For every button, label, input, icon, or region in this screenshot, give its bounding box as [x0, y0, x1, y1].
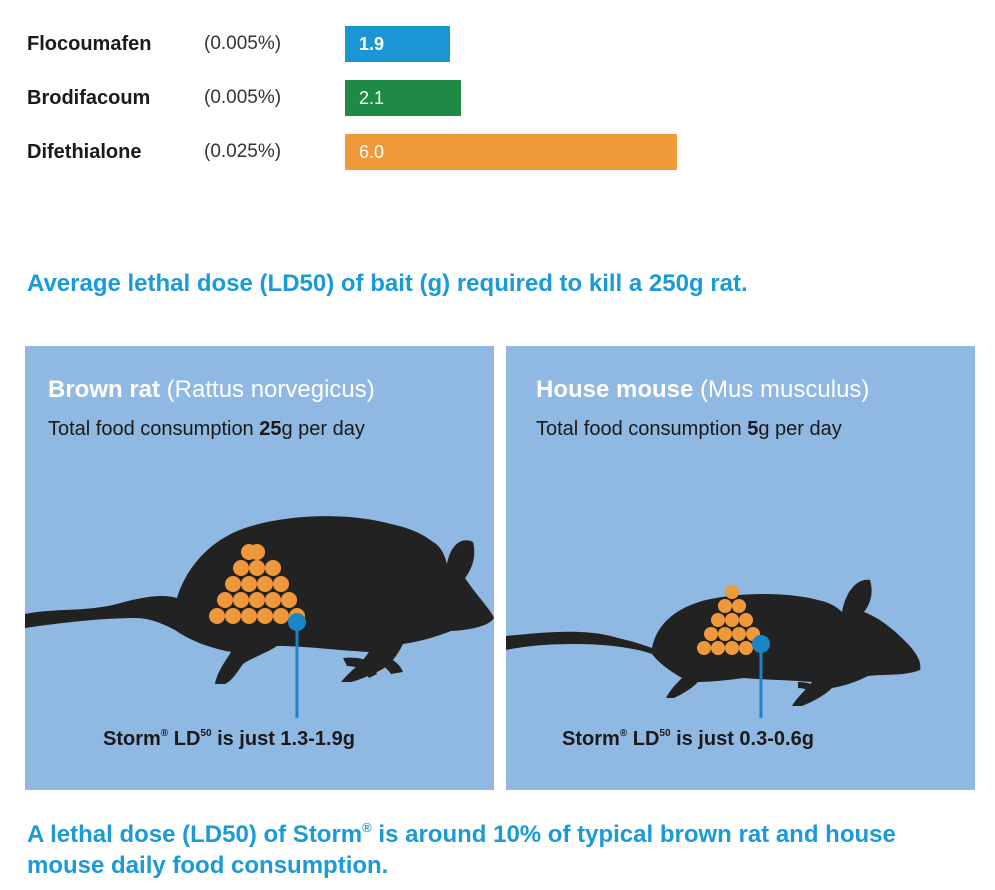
registered-mark: ® — [362, 820, 372, 835]
house-mouse-panel: House mouse (Mus musculus) Total food co… — [506, 346, 975, 790]
footer-note: A lethal dose (LD50) of Storm® is around… — [27, 812, 967, 881]
bar-brodifacoum: 2.1 — [345, 80, 461, 116]
footer-text-part1: A lethal dose (LD50) of Storm — [27, 821, 363, 848]
consumption-prefix: Total food consumption — [536, 418, 748, 440]
bar-concentration-label: (0.005%) — [204, 33, 282, 54]
bar-row-brodifacoum: Brodifacoum (0.005%) 2.1 — [0, 80, 700, 116]
species-name: House mouse — [536, 376, 694, 403]
species-scientific-name: (Rattus norvegicus) — [160, 376, 375, 403]
storm-brand: Storm — [562, 728, 620, 750]
consumption-suffix: g per day — [758, 418, 842, 440]
ld-superscript: 50 — [659, 728, 671, 739]
panel-title: House mouse (Mus musculus) — [536, 376, 869, 404]
storm-ld50-note: Storm® LD50 is just 1.3-1.9g — [103, 728, 355, 751]
storm-ld: LD — [168, 728, 201, 750]
consumption-suffix: g per day — [281, 418, 365, 440]
bar-flocoumafen: 1.9 — [345, 26, 450, 62]
mouse-silhouette-icon — [506, 579, 921, 706]
food-consumption: Total food consumption 5g per day — [536, 418, 842, 441]
bar-difethialone: 6.0 — [345, 134, 677, 170]
bar-value-label: 2.1 — [359, 88, 385, 108]
bar-category-label: Difethialone — [27, 141, 142, 163]
rat-illustration — [25, 516, 494, 718]
bait-pellets — [697, 585, 760, 655]
pointer-dot — [288, 613, 306, 631]
registered-mark: ® — [619, 728, 628, 739]
brown-rat-panel: Brown rat (Rattus norvegicus) Total food… — [25, 346, 494, 790]
bar-value-label: 1.9 — [359, 34, 385, 54]
bar-concentration-label: (0.005%) — [204, 87, 282, 108]
pointer-dot — [752, 635, 770, 653]
consumption-value: 25 — [259, 418, 282, 440]
bar-category-label: Flocoumafen — [27, 33, 152, 55]
bar-row-difethialone: Difethialone (0.025%) 6.0 — [0, 134, 700, 170]
storm-ld: LD — [627, 728, 660, 750]
storm-brand: Storm — [103, 728, 161, 750]
footer-text-part2: is around 10% of typical brown rat and h… — [27, 821, 896, 879]
species-name: Brown rat — [48, 376, 161, 403]
species-scientific-name: (Mus musculus) — [693, 376, 870, 403]
panel-title: Brown rat (Rattus norvegicus) — [48, 376, 375, 404]
consumption-prefix: Total food consumption — [48, 418, 260, 440]
bar-category-label: Brodifacoum — [27, 87, 151, 109]
chart-title: Average lethal dose (LD50) of bait (g) r… — [27, 270, 748, 297]
mouse-illustration — [506, 579, 921, 718]
registered-mark: ® — [160, 728, 169, 739]
storm-dose-text: is just 0.3-0.6g — [670, 728, 814, 750]
consumption-value: 5 — [747, 418, 759, 440]
storm-dose-text: is just 1.3-1.9g — [211, 728, 355, 750]
food-consumption: Total food consumption 25g per day — [48, 418, 365, 441]
bar-row-flocoumafen: Flocoumafen (0.005%) 1.9 — [0, 26, 700, 62]
bar-value-label: 6.0 — [359, 142, 385, 162]
bar-concentration-label: (0.025%) — [204, 141, 282, 162]
ld-superscript: 50 — [200, 728, 212, 739]
storm-ld50-note: Storm® LD50 is just 0.3-0.6g — [562, 728, 814, 751]
